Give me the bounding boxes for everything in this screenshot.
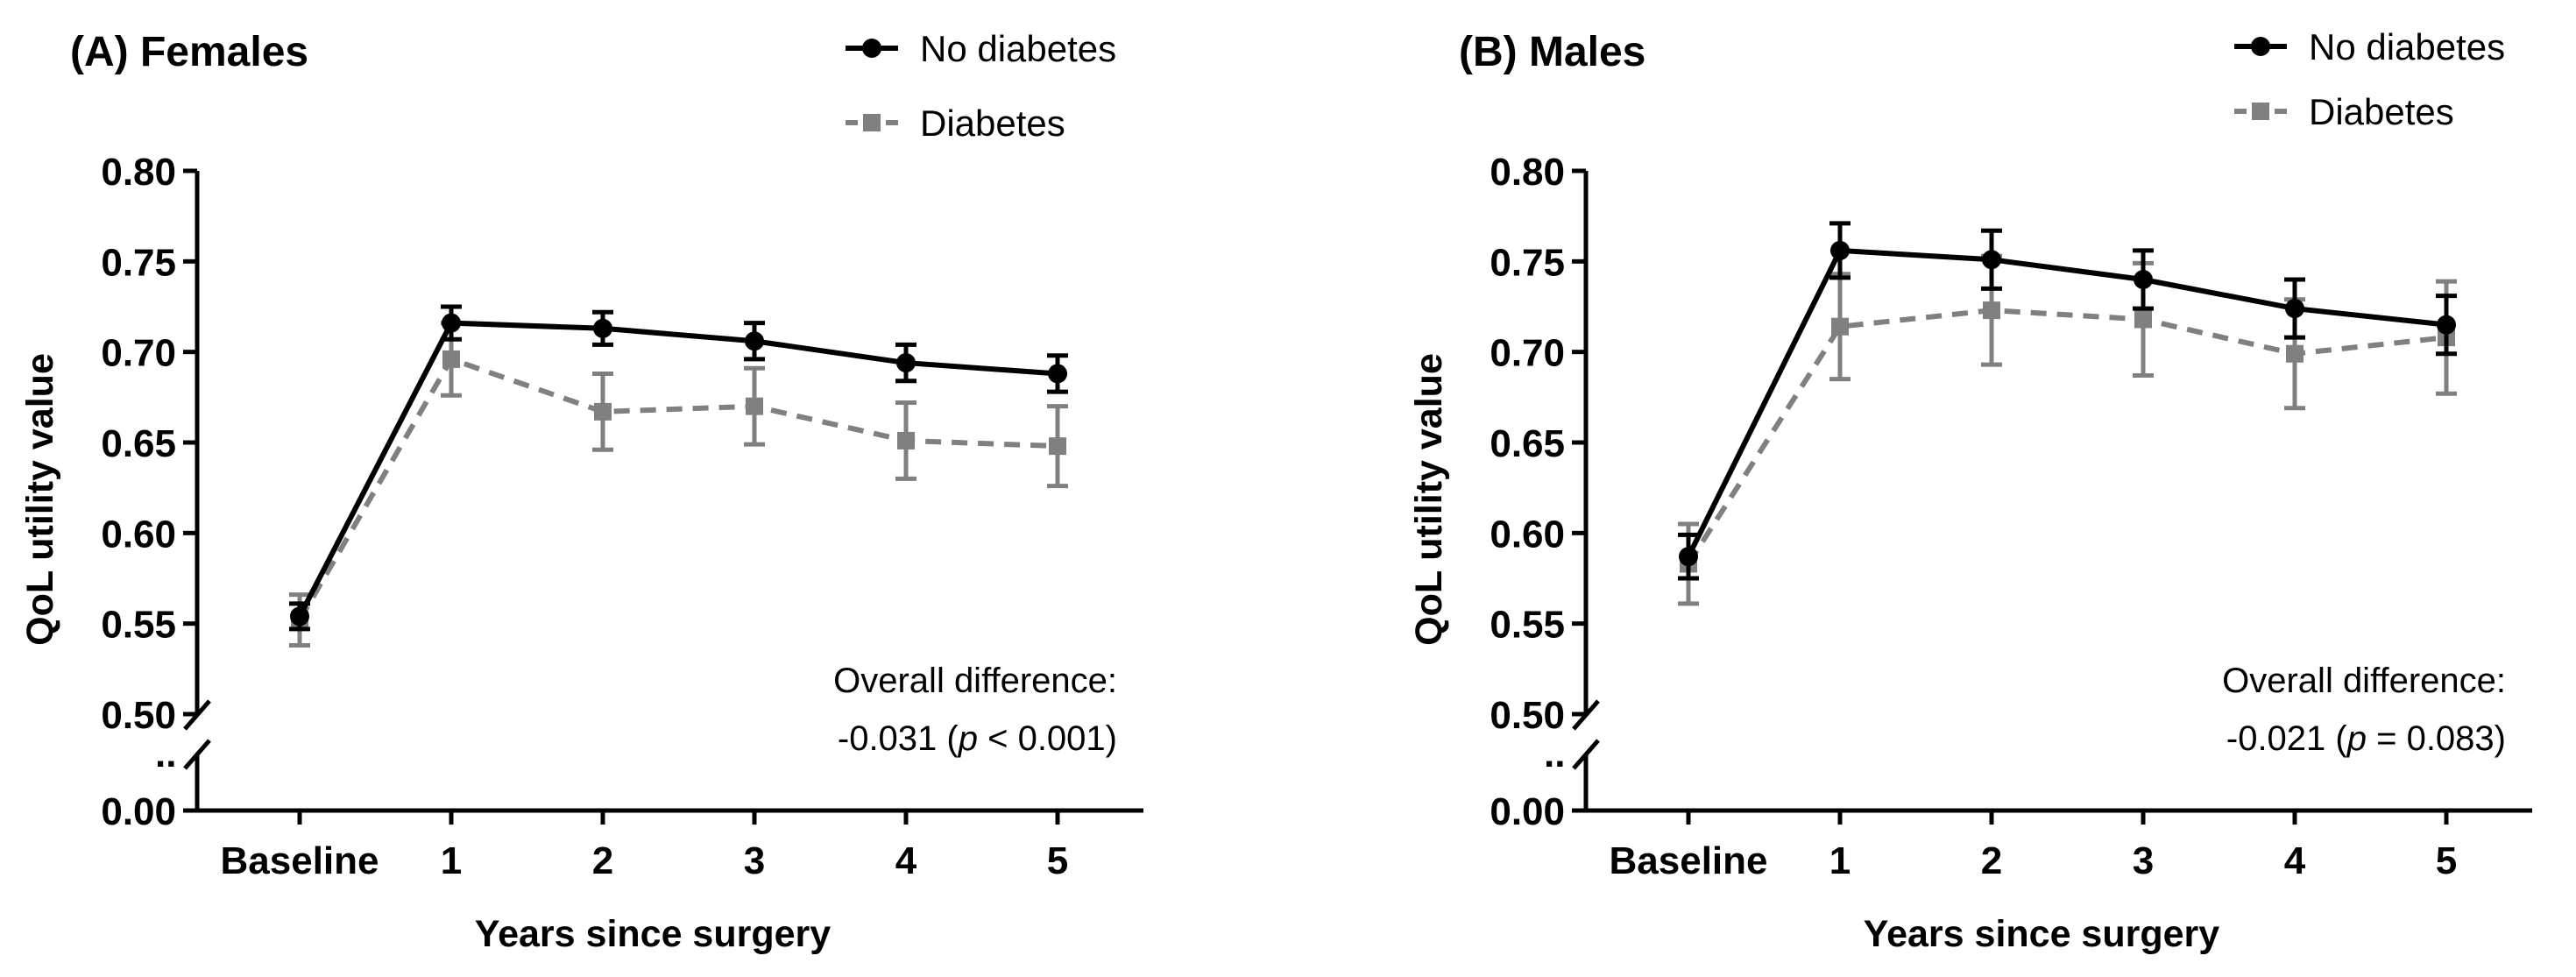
x-tick-label: 3 <box>744 839 765 882</box>
x-tick-label: Baseline <box>1610 839 1768 882</box>
axis-break-dots: .. <box>155 733 176 775</box>
data-point <box>1679 547 1698 567</box>
annotation-line1: Overall difference: <box>833 662 1117 700</box>
legend-label: No diabetes <box>2309 26 2505 67</box>
series-line <box>1686 247 2447 558</box>
data-point <box>442 350 460 368</box>
annotation-p-value: = 0.083) <box>2367 719 2506 758</box>
data-point <box>1982 250 2001 270</box>
panel-females: (A) Females.. 0.00 0.50 0.55 0.60 0.65 0.70 0.7… <box>19 28 1143 955</box>
data-point <box>1983 301 2000 320</box>
data-point <box>594 402 612 421</box>
data-point <box>746 397 763 415</box>
y-tick-label: 0.65 <box>1490 422 1565 465</box>
axis-break-dots: .. <box>1544 733 1565 775</box>
x-tick-label: Baseline <box>221 839 379 882</box>
y-tick-label: 0.00 <box>101 790 176 833</box>
y-axis-title: QoL utility value <box>19 353 61 646</box>
data-point <box>896 353 916 373</box>
legend-label: No diabetes <box>920 28 1116 69</box>
data-point <box>593 318 612 338</box>
x-tick-label: 2 <box>1981 839 2002 882</box>
legend-marker <box>862 39 881 58</box>
y-tick-label: 0.55 <box>1490 604 1565 647</box>
annotation-p-symbol: p <box>2346 719 2367 758</box>
annotation-p-symbol: p <box>958 719 978 758</box>
y-tick-label: 0.65 <box>101 422 176 465</box>
data-point <box>2286 344 2304 363</box>
legend-marker <box>2251 37 2270 56</box>
data-point <box>1831 317 1849 336</box>
axis-break-mark-lower <box>1572 739 1600 770</box>
series-line <box>297 320 1058 618</box>
x-tick-label: 5 <box>2436 839 2457 882</box>
legend-label: Diabetes <box>920 103 1065 144</box>
series-no-diabetes <box>289 304 1068 632</box>
data-point <box>2285 299 2304 319</box>
data-point <box>897 431 915 450</box>
x-tick-label: 2 <box>592 839 613 882</box>
annotation-value: -0.031 ( <box>838 719 959 758</box>
x-tick-label: 4 <box>895 839 917 882</box>
x-tick-label: 5 <box>1047 839 1068 882</box>
y-tick-label: 0.75 <box>101 241 176 284</box>
panel-males: (B) Males.. 0.00 0.50 0.55 0.60 0.65 0.70 0.75 0… <box>1408 26 2532 955</box>
annotation-value: -0.021 ( <box>2226 719 2348 758</box>
data-point <box>2134 310 2152 329</box>
legend-marker <box>2252 103 2269 120</box>
x-tick-label: 1 <box>1829 839 1851 882</box>
y-tick-label: 0.50 <box>1490 694 1565 737</box>
y-tick-label: 0.60 <box>101 513 176 556</box>
y-tick-label: 0.50 <box>101 694 176 737</box>
y-tick-label: 0.70 <box>1490 332 1565 375</box>
panel-title: (B) Males <box>1459 29 1645 75</box>
x-axis-title: Years since surgery <box>1864 913 2219 955</box>
annotation-line1: Overall difference: <box>2222 662 2506 700</box>
x-tick-label: 3 <box>2133 839 2154 882</box>
series-line <box>1686 308 2447 566</box>
y-axis-title: QoL utility value <box>1408 353 1450 646</box>
y-tick-label: 0.55 <box>101 604 176 647</box>
legend-marker <box>863 114 881 131</box>
data-point <box>1830 240 1850 260</box>
data-point <box>1049 437 1066 456</box>
x-tick-label: 4 <box>2284 839 2306 882</box>
x-tick-label: 1 <box>441 839 462 882</box>
panel-title: (A) Females <box>70 29 308 75</box>
series-diabetes <box>1678 253 2457 606</box>
series-no-diabetes <box>1678 221 2457 581</box>
data-point <box>442 313 461 333</box>
annotation-line2: -0.031 (p < 0.001) <box>838 719 1117 758</box>
series-diabetes <box>289 321 1068 648</box>
y-tick-label: 0.60 <box>1490 513 1565 556</box>
data-point <box>2134 270 2153 289</box>
annotation-p-value: < 0.001) <box>978 719 1117 758</box>
annotation-line2: -0.021 (p = 0.083) <box>2226 719 2506 758</box>
data-point <box>2437 315 2456 335</box>
legend-label: Diabetes <box>2309 91 2454 132</box>
series-line <box>297 356 1058 622</box>
y-tick-label: 0.80 <box>1490 151 1565 194</box>
data-point <box>290 606 309 627</box>
data-point <box>745 331 764 351</box>
x-axis-title: Years since surgery <box>475 913 831 955</box>
y-tick-label: 0.70 <box>101 332 176 375</box>
axis-break-mark-lower <box>183 739 211 770</box>
data-point <box>1048 364 1067 384</box>
y-tick-label: 0.75 <box>1490 241 1565 284</box>
y-tick-label: 0.80 <box>101 151 176 194</box>
y-tick-label: 0.00 <box>1490 790 1565 833</box>
